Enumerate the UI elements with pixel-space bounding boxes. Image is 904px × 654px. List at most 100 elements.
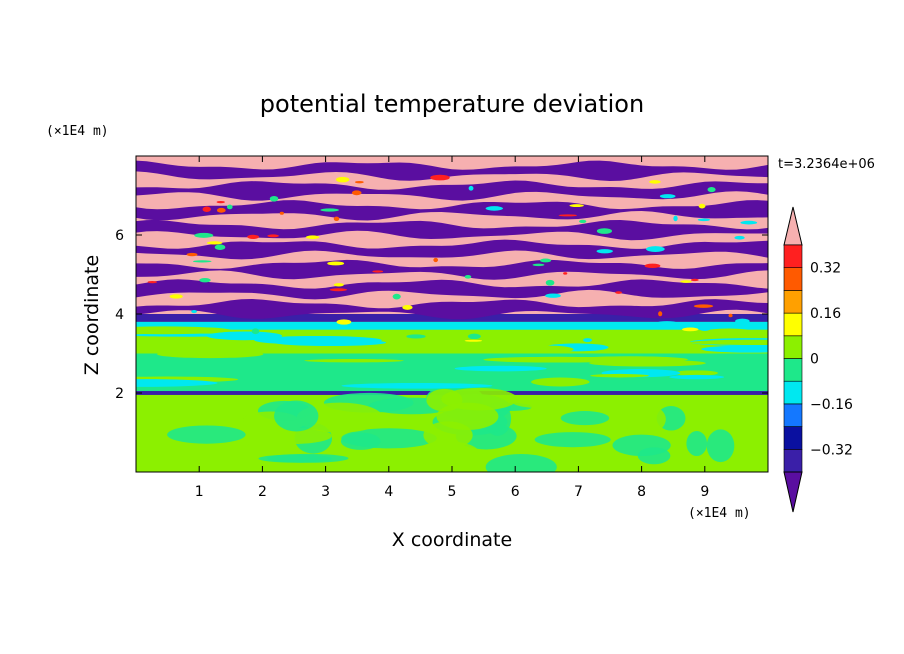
x-tick-label: 1	[195, 484, 204, 500]
y-tick-label: 4	[115, 307, 124, 323]
field-speck	[740, 220, 758, 225]
time-label: t=3.2364e+06	[778, 157, 875, 172]
field-speck	[354, 180, 364, 184]
x-tick-label: 3	[321, 484, 330, 500]
field-patch	[534, 432, 611, 448]
field-streak	[499, 333, 563, 338]
field-speck	[467, 333, 481, 340]
colorbar: 0.32 0.16 0 −0.16 −0.32	[783, 206, 853, 513]
field-patch	[706, 429, 735, 463]
field-speck	[214, 244, 226, 250]
field-speck	[697, 218, 711, 222]
field-speck	[206, 241, 223, 245]
field-patch	[423, 421, 473, 449]
field-speck	[336, 319, 352, 325]
colorbar-box	[783, 267, 803, 291]
field-speck	[464, 275, 472, 279]
field-speck	[247, 234, 260, 240]
field-speck	[267, 234, 279, 238]
x-axis-title: X coordinate	[392, 529, 512, 551]
field-patch	[414, 441, 481, 468]
field-speck	[658, 311, 663, 317]
field-speck	[485, 206, 503, 211]
field-patch	[266, 453, 349, 463]
field-speck	[468, 185, 474, 191]
x-tick-label: 2	[258, 484, 267, 500]
chart-title: potential temperature deviation	[260, 90, 644, 118]
field-speck	[402, 305, 413, 310]
colorbar-box	[783, 312, 803, 337]
field-speck	[430, 174, 450, 181]
field-streak	[673, 370, 719, 376]
field-speck	[693, 304, 714, 308]
colorbar-extend-min	[783, 471, 803, 513]
field-speck	[735, 318, 750, 324]
field-speck	[644, 263, 661, 268]
field-speck	[351, 190, 362, 196]
field-speck	[690, 278, 699, 282]
field-streak	[701, 345, 768, 353]
colorbar-label: −0.16	[810, 397, 853, 413]
colorbar-box	[783, 380, 803, 405]
x-tick-label: 9	[700, 484, 709, 500]
field-patch	[296, 402, 383, 433]
field-speck	[464, 339, 483, 342]
stripe-layer	[136, 200, 768, 221]
stripe-layer	[136, 180, 768, 201]
colorbar-label: 0	[810, 352, 819, 368]
field-streak	[590, 373, 649, 378]
field-streak	[669, 374, 725, 380]
field-speck	[335, 176, 350, 183]
field-speck	[649, 180, 661, 184]
field-speck	[251, 328, 260, 335]
x-tick-label: 6	[511, 484, 520, 500]
field-speck	[333, 283, 344, 287]
field-speck	[698, 203, 706, 209]
field-speck	[680, 280, 692, 283]
field-speck	[406, 334, 426, 339]
x-unit-label: (×1E4 m)	[688, 506, 751, 521]
colorbar-box	[783, 358, 803, 382]
field-patch	[560, 411, 610, 426]
field-speck	[226, 204, 233, 210]
field-patch	[182, 453, 213, 465]
colorbar-box	[783, 403, 803, 427]
field-patch	[686, 431, 708, 457]
colorbar-label: −0.32	[810, 442, 853, 458]
colorbar-label: 0.32	[810, 261, 841, 277]
field-speck	[659, 194, 676, 199]
field-streak	[531, 377, 590, 387]
field-speck	[545, 279, 555, 286]
field-speck	[191, 309, 197, 314]
field-speck	[147, 280, 157, 284]
field-patch	[340, 432, 381, 450]
field-streak	[589, 359, 706, 367]
field-streak	[254, 335, 382, 345]
x-tick-label: 7	[574, 484, 583, 500]
field-speck	[583, 338, 592, 343]
plot-area	[136, 156, 768, 472]
field-patch	[612, 434, 671, 457]
colorbar-extend-max	[783, 206, 803, 246]
field-speck	[545, 293, 561, 298]
field-band	[136, 321, 768, 330]
x-tick-label: 8	[637, 484, 646, 500]
field-speck	[333, 216, 340, 221]
field-speck	[569, 204, 584, 208]
colorbar-box	[783, 426, 803, 450]
field-speck	[216, 207, 226, 213]
field-speck	[563, 272, 568, 275]
field-speck	[596, 249, 613, 254]
field-patch	[274, 400, 319, 432]
field-streak	[341, 382, 493, 389]
stripe-layer	[136, 299, 768, 320]
field-speck	[194, 232, 214, 238]
field-patch	[167, 425, 246, 444]
field-speck	[433, 257, 439, 263]
field-speck	[305, 235, 320, 240]
field-speck	[673, 215, 678, 222]
field-patch	[513, 396, 588, 409]
field-speck	[329, 288, 348, 292]
field-speck	[186, 252, 198, 257]
field-speck	[372, 270, 384, 273]
